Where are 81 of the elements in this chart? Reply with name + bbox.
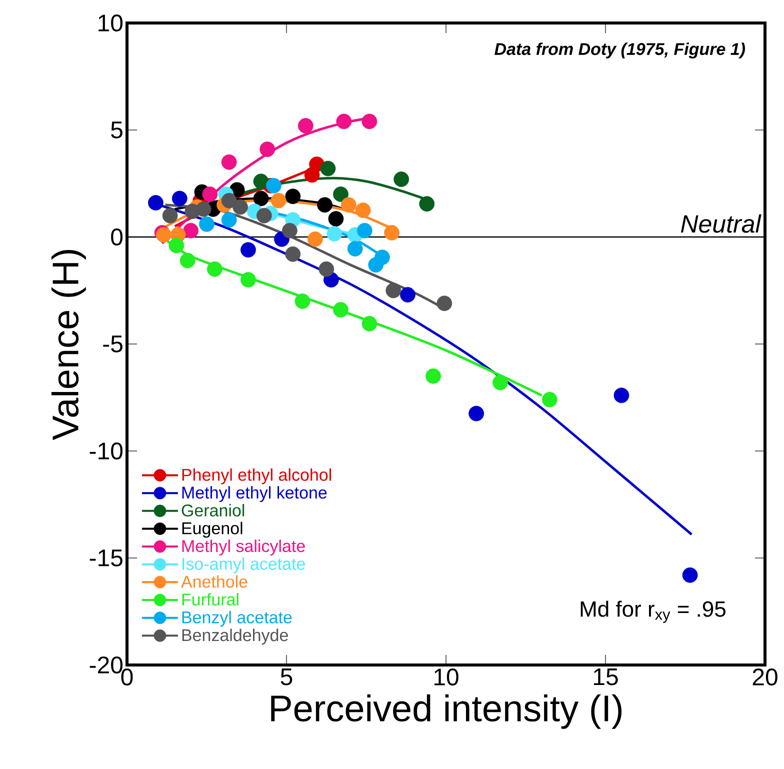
point — [419, 196, 435, 212]
point — [320, 160, 336, 176]
point — [285, 246, 301, 262]
point — [240, 272, 256, 288]
point — [221, 192, 237, 208]
point — [168, 238, 184, 254]
y-tick-label: -5 — [103, 336, 122, 352]
y-tick-label: -20 — [90, 656, 123, 674]
legend-label: Geraniol — [182, 504, 244, 516]
point — [199, 216, 214, 232]
legend-label: Benzyl acetate — [182, 610, 292, 627]
point — [240, 242, 256, 258]
point — [318, 261, 334, 277]
point — [282, 222, 298, 238]
point — [386, 282, 402, 298]
point — [362, 316, 378, 332]
point — [285, 188, 301, 204]
point — [374, 250, 390, 266]
point — [180, 252, 196, 268]
point — [294, 294, 310, 309]
x-tick-label: 20 — [752, 668, 778, 686]
x-tick-label: 10 — [434, 668, 458, 686]
x-axis-title: Perceived intensity (I) — [271, 694, 622, 729]
point — [614, 388, 630, 404]
point — [336, 114, 352, 130]
point — [384, 225, 400, 240]
point — [333, 186, 348, 202]
point — [341, 197, 356, 213]
point — [183, 222, 198, 238]
point — [148, 195, 164, 210]
point — [492, 374, 508, 390]
legend-label: Anethole — [180, 575, 248, 588]
point — [400, 287, 416, 302]
point — [270, 192, 286, 208]
point — [362, 114, 378, 130]
point — [202, 186, 218, 202]
legend-label: Eugenol — [182, 522, 242, 538]
point — [256, 208, 272, 224]
legend-label: Benzaldehyde — [182, 628, 288, 645]
point — [253, 174, 269, 190]
point — [328, 211, 344, 227]
annotation: Data from Doty (1975, Figure 1) — [494, 42, 745, 58]
point — [355, 202, 371, 218]
point — [266, 178, 282, 194]
point — [356, 222, 372, 238]
point — [317, 197, 332, 213]
point — [260, 142, 276, 157]
point — [436, 296, 452, 312]
point — [326, 226, 342, 242]
point — [207, 261, 222, 277]
point — [542, 392, 558, 408]
point — [196, 201, 212, 217]
point — [232, 199, 248, 215]
y-tick-label: -10 — [90, 442, 123, 460]
point — [298, 118, 314, 134]
legend-label: Iso-amyl acetate — [182, 557, 305, 574]
legend-label: Furfural — [182, 593, 238, 606]
x-tick-label: 5 — [280, 668, 292, 686]
point — [308, 231, 323, 247]
point — [221, 212, 237, 228]
annotation: Md for r$_{xy}$ = .95 — [580, 600, 726, 623]
point — [347, 241, 363, 256]
point — [468, 406, 484, 422]
point — [221, 154, 237, 170]
y-tick-label: -15 — [90, 550, 122, 566]
legend-label: Phenyl ethyl alcohol — [182, 468, 331, 484]
x-tick-label: 15 — [594, 668, 618, 686]
ref-line-label: Neutral — [680, 214, 762, 233]
point — [162, 208, 178, 224]
y-tick-label: 5 — [111, 122, 122, 138]
point — [253, 190, 269, 206]
legend-label: Methyl ethyl ketone — [182, 486, 327, 502]
point — [333, 302, 348, 318]
legend-label: Methyl salicylate — [182, 540, 305, 556]
point — [426, 368, 441, 384]
point — [172, 190, 188, 206]
y-tick-label: 10 — [98, 14, 123, 32]
point — [682, 567, 698, 583]
point — [394, 172, 410, 187]
y-axis-title: Valence (H) — [51, 250, 86, 440]
y-tick-label: 0 — [111, 228, 123, 246]
